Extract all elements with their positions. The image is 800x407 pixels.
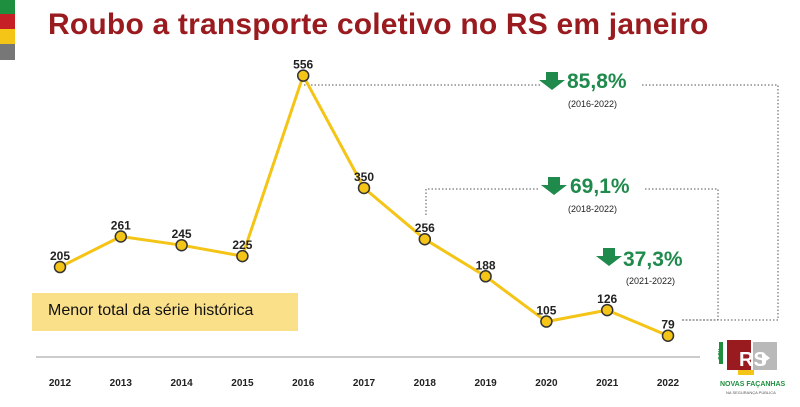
data-label-2022: 79 xyxy=(661,318,675,332)
svg-text:GOV: GOV xyxy=(718,348,724,360)
data-label-2016: 556 xyxy=(293,58,313,72)
record-low-note: Menor total da série histórica xyxy=(32,293,298,331)
flag-stripe-red xyxy=(0,14,15,29)
data-label-2018: 256 xyxy=(415,221,435,235)
data-label-2021: 126 xyxy=(597,292,617,306)
bracket-2018-2022 xyxy=(425,188,719,321)
data-point-2018 xyxy=(418,232,432,246)
data-label-2014: 245 xyxy=(172,227,192,241)
highlight-range: (2018-2022) xyxy=(568,204,617,214)
data-label-2017: 350 xyxy=(354,170,374,184)
flag-stripe-yellow xyxy=(0,29,15,44)
rs-gov-logo: RS GOV NOVAS FAÇANHAS NA SEGURANÇA PÚBLI… xyxy=(718,340,786,395)
data-label-2012: 205 xyxy=(50,249,70,263)
down-arrow-icon xyxy=(541,177,567,195)
svg-text:RS: RS xyxy=(739,349,767,371)
x-tick-2015: 2015 xyxy=(231,378,254,389)
data-label-2015: 225 xyxy=(232,238,252,252)
logo-line-2: NA SEGURANÇA PÚBLICA xyxy=(726,390,776,395)
data-point-2020 xyxy=(540,315,553,328)
down-arrow-icon xyxy=(596,248,622,266)
logo-mark: RS GOV xyxy=(718,340,777,375)
bracket-2016-2022 xyxy=(304,84,779,321)
data-point-2017 xyxy=(357,181,371,195)
x-tick-2022: 2022 xyxy=(657,378,680,389)
data-label-2013: 261 xyxy=(111,219,131,233)
highlight-value: 37,3% xyxy=(623,248,683,271)
highlight-value: 85,8% xyxy=(567,70,627,93)
record-low-note-text: Menor total da série histórica xyxy=(48,302,254,319)
x-tick-2021: 2021 xyxy=(596,378,619,389)
data-point-2022 xyxy=(661,329,675,342)
data-point-2015 xyxy=(236,249,249,263)
x-tick-2012: 2012 xyxy=(49,378,72,389)
highlight-2021-2022: 37,3% (2021-2022) xyxy=(596,248,683,286)
highlight-2016-2022: 85,8% (2016-2022) xyxy=(539,70,627,109)
highlight-value: 69,1% xyxy=(570,175,630,198)
flag-stripe-green xyxy=(0,0,15,14)
x-tick-2019: 2019 xyxy=(474,378,497,389)
x-tick-2013: 2013 xyxy=(110,378,133,389)
page-title: Roubo a transporte coletivo no RS em jan… xyxy=(48,8,709,41)
data-point-2021 xyxy=(600,303,614,317)
x-tick-2020: 2020 xyxy=(535,378,558,389)
highlight-2018-2022: 69,1% (2018-2022) xyxy=(541,175,630,214)
x-tick-2014: 2014 xyxy=(170,378,193,389)
highlight-range: (2021-2022) xyxy=(626,276,675,286)
data-point-2014 xyxy=(175,238,188,252)
data-point-2016 xyxy=(296,69,310,82)
data-label-2019: 188 xyxy=(476,258,496,272)
highlight-range: (2016-2022) xyxy=(568,99,617,109)
x-tick-2018: 2018 xyxy=(414,378,437,389)
data-point-2012 xyxy=(53,260,67,274)
data-point-2013 xyxy=(114,230,128,243)
logo-line-1: NOVAS FAÇANHAS xyxy=(720,381,786,388)
x-tick-2016: 2016 xyxy=(292,378,315,389)
x-tick-2017: 2017 xyxy=(353,378,376,389)
flag-stripe-gray xyxy=(0,44,15,60)
down-arrow-icon xyxy=(539,72,565,90)
data-label-2020: 105 xyxy=(536,304,556,318)
data-point-2019 xyxy=(479,270,492,283)
